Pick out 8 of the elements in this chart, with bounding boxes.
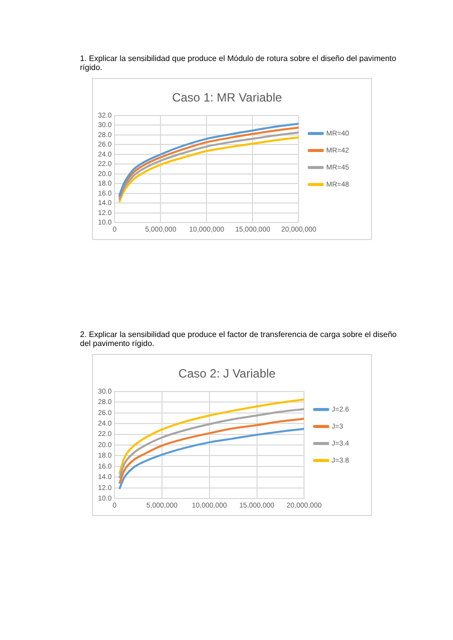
chart-title: Caso 2: J Variable [178,366,276,381]
line-series [118,398,304,475]
line-series [118,418,304,485]
chart-title: Caso 1: MR Variable [172,90,282,105]
text: 2. Explicar la sensibilidad que produce el factor de transferencia de carga sobre el diseño del pavimento rígido. [80,330,398,348]
text: 1. Explicar la sensibilidad que produce el Módulo de rotura sobre el diseño del pavimento rígido. [80,54,398,72]
line-series [118,408,304,480]
line-series [118,428,304,490]
